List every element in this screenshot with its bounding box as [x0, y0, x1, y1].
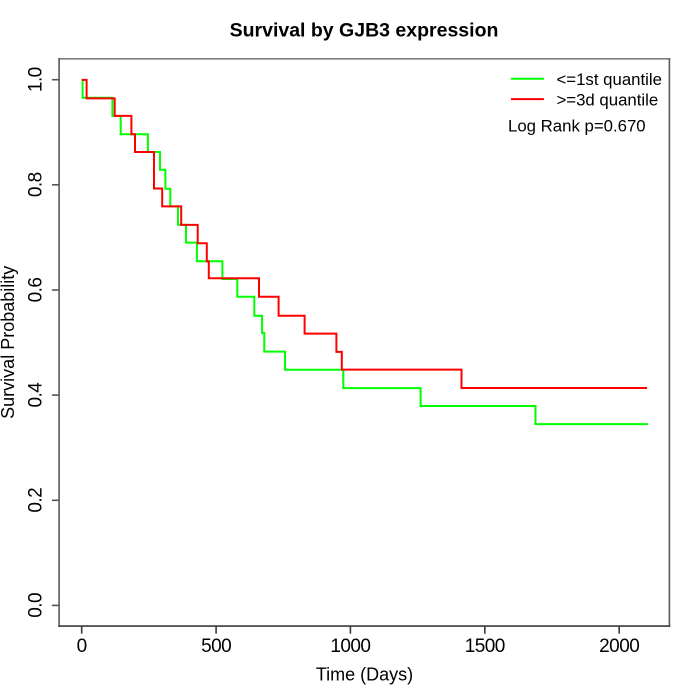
svg-text:1000: 1000	[330, 636, 370, 657]
svg-text:1500: 1500	[465, 636, 505, 657]
svg-text:0: 0	[77, 636, 87, 657]
svg-text:Survival Probability: Survival Probability	[0, 266, 18, 419]
svg-text:Survival by GJB3 expression: Survival by GJB3 expression	[230, 20, 499, 42]
svg-text:<=1st quantile: <=1st quantile	[557, 70, 662, 89]
svg-text:0.8: 0.8	[26, 172, 47, 197]
svg-text:Time (Days): Time (Days)	[316, 664, 413, 684]
svg-text:1.0: 1.0	[26, 67, 47, 92]
svg-text:500: 500	[201, 636, 231, 657]
svg-text:Log Rank p=0.670: Log Rank p=0.670	[508, 117, 646, 136]
svg-text:>=3d quantile: >=3d quantile	[557, 91, 659, 110]
svg-text:0.0: 0.0	[26, 593, 47, 618]
svg-text:0.2: 0.2	[26, 488, 47, 513]
svg-text:2000: 2000	[599, 636, 639, 657]
svg-text:0.4: 0.4	[26, 382, 47, 408]
svg-text:0.6: 0.6	[26, 278, 47, 303]
